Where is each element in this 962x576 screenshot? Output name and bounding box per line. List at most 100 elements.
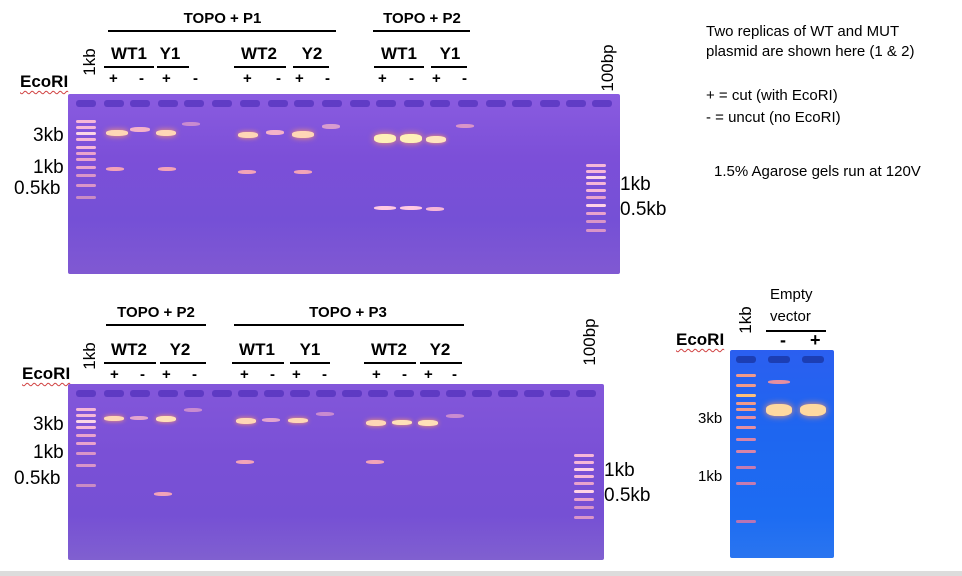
gel-band	[238, 132, 258, 138]
ladder-band	[76, 126, 96, 129]
bottom-ladder-1kb-label: 1kb	[80, 342, 99, 370]
top-lane-line	[374, 66, 424, 68]
ladder-band	[76, 442, 96, 445]
gel-band	[456, 124, 474, 128]
bottom-lane-label-wt2: WT2	[111, 340, 147, 359]
bottom-right-size-1kb: 1kb	[604, 460, 635, 481]
empty-vector-title-1: Empty	[770, 286, 813, 303]
ladder-band	[76, 138, 96, 141]
top-group-header-2: TOPO + P2	[383, 10, 461, 27]
gel-band	[426, 207, 444, 211]
top-sign: +	[432, 70, 441, 87]
gel-band	[182, 122, 200, 126]
ladder-band	[586, 204, 606, 207]
top-lane-label-wt1: WT1	[111, 44, 147, 63]
gel-band	[366, 420, 386, 426]
ladder-band	[76, 434, 96, 437]
gel-band	[294, 170, 312, 174]
gel-well	[130, 100, 150, 107]
empty-vector-size-1kb: 1kb	[698, 468, 723, 485]
ladder-band	[736, 402, 756, 405]
top-lane-label-y1b: Y1	[439, 44, 461, 63]
gel-band	[154, 492, 172, 496]
gel-well	[446, 390, 466, 397]
ladder-band	[76, 174, 96, 177]
top-right-size-05kb: 0.5kb	[620, 199, 667, 220]
gel-well	[76, 390, 96, 397]
ladder-band	[76, 464, 96, 467]
top-ladder-100bp-label: 100bp	[598, 44, 617, 92]
gel-band	[418, 420, 438, 426]
top-lane-label-wt2: WT2	[241, 44, 277, 63]
bottom-lane-label-y1: Y1	[299, 340, 321, 359]
gel-band	[400, 134, 422, 143]
ladder-band	[76, 452, 96, 455]
top-panel: TOPO + P1 TOPO + P2 WT1 Y1 WT2 Y2 WT1 Y1…	[0, 0, 666, 280]
ladder-band	[76, 152, 96, 155]
bottom-lane-label-wt1: WT1	[239, 340, 275, 359]
top-sign: +	[109, 70, 118, 87]
empty-vector-enzyme-label: EcoRI	[676, 330, 725, 349]
gel-well	[294, 100, 314, 107]
bottom-lane-line	[420, 362, 462, 364]
gel-well	[512, 100, 532, 107]
note-line-1: Two replicas of WT and MUT	[706, 23, 900, 40]
top-ladder-1kb-label: 1kb	[80, 48, 99, 76]
gel-band	[322, 124, 340, 129]
bottom-lane-line	[232, 362, 284, 364]
ladder-band	[574, 506, 594, 509]
ladder-band	[736, 374, 756, 377]
top-lane-label-y2: Y2	[301, 44, 323, 63]
gel-well	[158, 390, 178, 397]
gel-well	[184, 100, 204, 107]
bottom-lane-label-y2b: Y2	[429, 340, 451, 359]
empty-vector-ladder-label: 1kb	[736, 306, 755, 334]
top-lane-line	[104, 66, 154, 68]
ladder-band	[76, 132, 96, 135]
window-bottom-edge	[0, 571, 962, 576]
gel-band	[158, 167, 176, 171]
gel-well	[394, 390, 414, 397]
ladder-band	[76, 408, 96, 411]
empty-vector-gel-image	[730, 350, 834, 558]
ladder-band	[736, 426, 756, 429]
bottom-sign: -	[322, 366, 327, 383]
gel-band	[288, 418, 308, 423]
gel-well	[290, 390, 310, 397]
gel-well	[316, 390, 336, 397]
gel-well	[550, 390, 570, 397]
gel-band	[130, 416, 148, 420]
bottom-size-05kb: 0.5kb	[14, 468, 61, 489]
top-group-line-2	[373, 30, 470, 32]
empty-vector-size-3kb: 3kb	[698, 410, 723, 427]
gel-well	[802, 356, 824, 363]
gel-well	[566, 100, 586, 107]
ladder-band	[586, 229, 606, 232]
ladder-band	[586, 182, 606, 185]
ladder-band	[736, 450, 756, 453]
ladder-band	[736, 416, 756, 419]
gel-well	[104, 100, 124, 107]
gel-band	[366, 460, 384, 464]
ladder-band	[76, 196, 96, 199]
ladder-band	[76, 426, 96, 429]
ladder-band	[586, 196, 606, 199]
bottom-enzyme-label: EcoRI	[22, 364, 71, 383]
gel-band	[800, 404, 826, 416]
ladder-band	[76, 166, 96, 169]
gel-conditions: 1.5% Agarose gels run at 120V	[714, 163, 921, 180]
bottom-sign: -	[270, 366, 275, 383]
ladder-band	[574, 498, 594, 501]
bottom-sign: +	[162, 366, 171, 383]
gel-band	[392, 420, 412, 425]
gel-well	[404, 100, 424, 107]
gel-band	[766, 404, 792, 416]
bottom-panel: TOPO + P2 TOPO + P3 WT2 Y2 WT1 Y1 WT2 Y2…	[0, 290, 660, 570]
gel-well	[430, 100, 450, 107]
top-sign: -	[325, 70, 330, 87]
bottom-sign: +	[372, 366, 381, 383]
bottom-sign: +	[240, 366, 249, 383]
bottom-lane-label-y2: Y2	[169, 340, 191, 359]
ladder-band	[736, 520, 756, 523]
gel-well	[76, 100, 96, 107]
